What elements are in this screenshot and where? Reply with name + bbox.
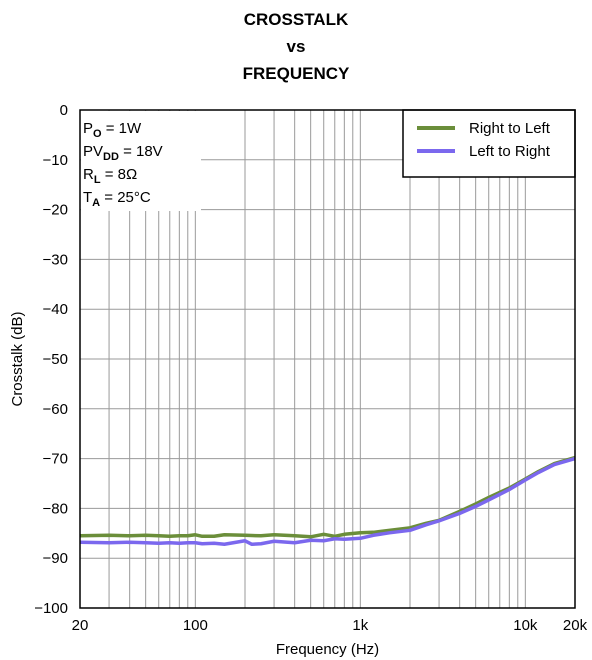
- y-tick-label: 0: [60, 102, 68, 119]
- legend-label-1: Left to Right: [469, 143, 551, 160]
- condition-line: RL = 8Ω: [83, 166, 137, 186]
- y-tick-label: −40: [43, 301, 68, 318]
- legend-label-0: Right to Left: [469, 120, 551, 137]
- condition-line: PVDD = 18V: [83, 143, 163, 163]
- x-tick-label: 1k: [352, 617, 368, 634]
- x-tick-label: 10k: [513, 617, 538, 634]
- title-line-2: vs: [286, 37, 306, 56]
- x-tick-labels: 20 100 1k 10k 20k: [72, 617, 588, 634]
- x-tick-label: 20: [72, 617, 89, 634]
- y-tick-labels: 0 −10 −20 −30 −40 −50 −60 −70 −80 −90 −100: [34, 102, 68, 617]
- y-tick-label: −50: [43, 351, 68, 368]
- series-lines: [79, 455, 576, 547]
- legend: Right to Left Left to Right: [402, 109, 576, 178]
- conditions-background: [81, 111, 201, 211]
- conditions-box: PO = 1W PVDD = 18V RL = 8Ω TA = 25°C: [81, 111, 201, 211]
- y-tick-label: −70: [43, 451, 68, 468]
- x-axis-label: Frequency (Hz): [276, 641, 379, 658]
- y-tick-label: −30: [43, 251, 68, 268]
- series-line-1: [79, 456, 576, 547]
- y-tick-label: −80: [43, 500, 68, 517]
- title-line-1: CROSSTALK: [243, 10, 349, 29]
- condition-line: PO = 1W: [83, 120, 142, 140]
- y-axis-label: Crosstalk (dB): [9, 311, 26, 406]
- y-tick-label: −90: [43, 550, 68, 567]
- condition-line: TA = 25°C: [83, 189, 151, 209]
- title-line-3: FREQUENCY: [242, 64, 350, 83]
- y-tick-label: −10: [43, 152, 68, 169]
- x-tick-label: 20k: [563, 617, 588, 634]
- x-tick-label: 100: [183, 617, 208, 634]
- y-tick-label: −20: [43, 202, 68, 219]
- chart-title: CROSSTALK vs FREQUENCY: [0, 6, 592, 87]
- y-tick-label: −60: [43, 401, 68, 418]
- plot-frame: [79, 109, 576, 609]
- legend-box: [402, 109, 576, 178]
- y-tick-label: −100: [34, 600, 68, 617]
- series-line-0: [79, 455, 576, 539]
